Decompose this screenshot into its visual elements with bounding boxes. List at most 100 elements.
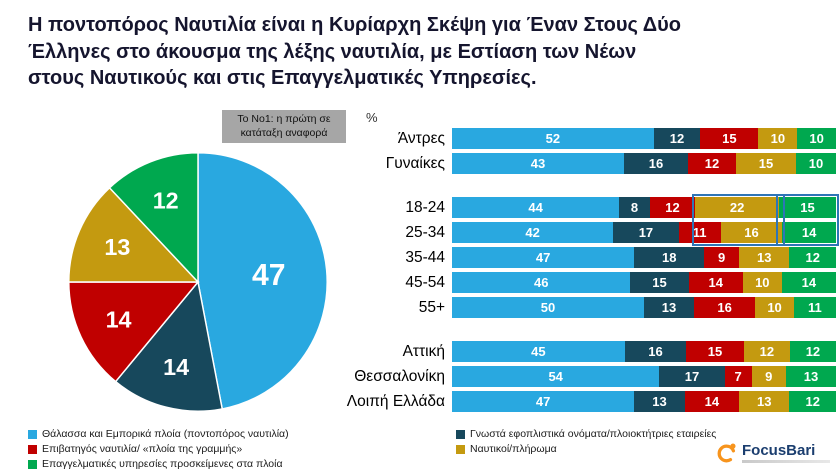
legend-item: Γνωστά εφοπλιστικά ονόματα/πλοιοκτήτριες… [456, 428, 716, 440]
legend-item: Ναυτικοί/πλήρωμα [456, 443, 716, 455]
pie-slice-4 [108, 152, 199, 284]
legend-swatch [456, 429, 465, 439]
bar-segment: 14 [684, 391, 740, 412]
legend-swatch [28, 429, 37, 439]
bar-segment-value: 44 [528, 200, 543, 215]
bar-segment: 9 [704, 247, 740, 268]
bar-row: Γυναίκες 43 16 12 15 10 [330, 153, 836, 174]
bar-row-label: 55+ [418, 298, 445, 316]
bar-segment: 15 [630, 272, 689, 293]
bar-segment-value: 22 [729, 200, 745, 215]
chart-legend: Θάλασσα και Εμπορικά πλοία (ποντοπόρος ν… [28, 428, 716, 470]
bar-segment: 14 [782, 222, 836, 243]
bar-track: 43 16 12 15 10 [452, 153, 836, 174]
legend-item: Επαγγελματικές υπηρεσίες προσκείμενες στ… [28, 458, 456, 470]
bar-segment-value: 10 [767, 300, 782, 315]
bar-segment: 12 [688, 153, 736, 174]
bar-segment-value: 11 [692, 225, 707, 240]
bar-segment-value: 42 [525, 225, 540, 240]
bar-row: Άντρες 52 12 15 10 10 [330, 128, 836, 149]
bar-segment: 50 [452, 297, 644, 318]
bar-track: 52 12 15 10 10 [452, 128, 836, 149]
legend-column-1: Γνωστά εφοπλιστικά ονόματα/πλοιοκτήτριες… [456, 428, 716, 470]
bar-segment: 15 [686, 341, 744, 362]
pie-value-label: 47 [252, 259, 286, 292]
bar-segment: 52 [452, 128, 654, 149]
bar-segment: 13 [786, 366, 836, 387]
bar-segment: 16 [693, 297, 756, 318]
bar-segment-value: 16 [648, 344, 663, 359]
bar-segment-value: 10 [809, 131, 824, 146]
bar-segment: 8 [619, 197, 650, 218]
bar-segment-value: 14 [801, 225, 817, 240]
bar-segment-value: 11 [808, 300, 822, 315]
bar-segment-value: 15 [758, 156, 774, 171]
bar-segment: 13 [634, 391, 685, 412]
focusbari-tagline [742, 460, 830, 464]
bar-segment-value: 47 [535, 250, 551, 265]
bar-segment-value: 45 [531, 344, 546, 359]
pie-value-label: 12 [153, 187, 179, 213]
bar-row-label: 45-54 [405, 273, 445, 291]
bar-segment: 11 [678, 222, 721, 243]
bar-row: Αττική 45 16 15 12 12 [330, 341, 836, 362]
bar-segment: 18 [634, 247, 705, 268]
bar-segment-value: 9 [717, 250, 726, 265]
pie-slice-3 [68, 186, 200, 283]
bar-track: 44 8 12 22 15 [452, 197, 836, 218]
bar-segment-value: 15 [722, 131, 737, 146]
bar-segment-value: 15 [652, 275, 667, 290]
bar-segment: 10 [797, 128, 836, 149]
bar-row: 55+ 50 13 16 10 11 [330, 297, 836, 318]
bar-segment: 47 [452, 391, 635, 412]
pie-slice-1 [114, 280, 224, 412]
bar-segment: 13 [739, 391, 790, 412]
bar-row-label: 18-24 [405, 198, 445, 216]
bar-segment-value: 10 [755, 275, 770, 290]
pie-chart: 47 14 14 13 12 [68, 152, 328, 412]
bar-segment-value: 18 [661, 250, 677, 265]
bar-segment-value: 12 [805, 250, 820, 265]
legend-item: Επιβατηγός ναυτιλία/ «πλοία της γραμμής» [28, 443, 456, 455]
bar-segment: 12 [649, 197, 696, 218]
legend-label: Γνωστά εφοπλιστικά ονόματα/πλοιοκτήτριες… [470, 428, 717, 440]
bar-track: 47 13 14 13 12 [452, 391, 836, 412]
bar-segment-value: 12 [759, 344, 775, 359]
bar-segment-value: 13 [652, 394, 667, 409]
bar-segment: 15 [736, 153, 796, 174]
bar-segment: 14 [688, 272, 743, 293]
bar-group-gender: Άντρες 52 12 15 10 10 Γυναίκες 43 16 12 15 10 [330, 128, 836, 174]
bar-segment: 15 [778, 197, 836, 218]
bar-segment: 9 [751, 366, 787, 387]
bar-segment-value: 13 [803, 369, 819, 384]
bar-track: 42 17 11 16 14 [452, 222, 836, 243]
bar-segment-value: 14 [708, 275, 723, 290]
bar-segment-value: 54 [548, 369, 563, 384]
bar-row: 25-34 42 17 11 16 14 [330, 222, 836, 243]
bar-row: 18-24 44 8 12 22 15 [330, 197, 836, 218]
bar-segment: 45 [452, 341, 625, 362]
legend-item: Θάλασσα και Εμπορικά πλοία (ποντοπόρος ν… [28, 428, 456, 440]
bar-row-label: Θεσσαλονίκη [354, 367, 445, 385]
percent-label: % [366, 110, 378, 125]
bar-segment-value: 16 [717, 300, 732, 315]
bar-segment: 16 [720, 222, 783, 243]
note-box: Το Νο1: η πρώτη σε κατάταξη αναφορά [222, 110, 346, 144]
bar-segment-value: 13 [661, 300, 677, 315]
bar-segment-value: 7 [734, 369, 742, 384]
bar-segment-value: 10 [808, 156, 824, 171]
bar-segment-value: 15 [707, 344, 723, 359]
bar-segment: 12 [789, 247, 836, 268]
pie-value-label: 13 [104, 234, 130, 260]
bar-segment: 12 [789, 341, 836, 362]
page-title: Η ποντοπόρος Ναυτιλία είναι η Κυρίαρχη Σ… [28, 14, 681, 90]
bar-segment-value: 17 [638, 225, 654, 240]
bar-segment-value: 13 [756, 394, 772, 409]
bar-segment-value: 17 [684, 369, 700, 384]
bar-row: Λοιπή Ελλάδα 47 13 14 13 12 [330, 391, 836, 412]
bar-segment-value: 12 [665, 200, 680, 215]
bar-segment: 13 [644, 297, 694, 318]
bar-segment: 11 [793, 297, 836, 318]
bar-segment: 16 [624, 341, 687, 362]
bar-segment-value: 46 [533, 275, 549, 290]
